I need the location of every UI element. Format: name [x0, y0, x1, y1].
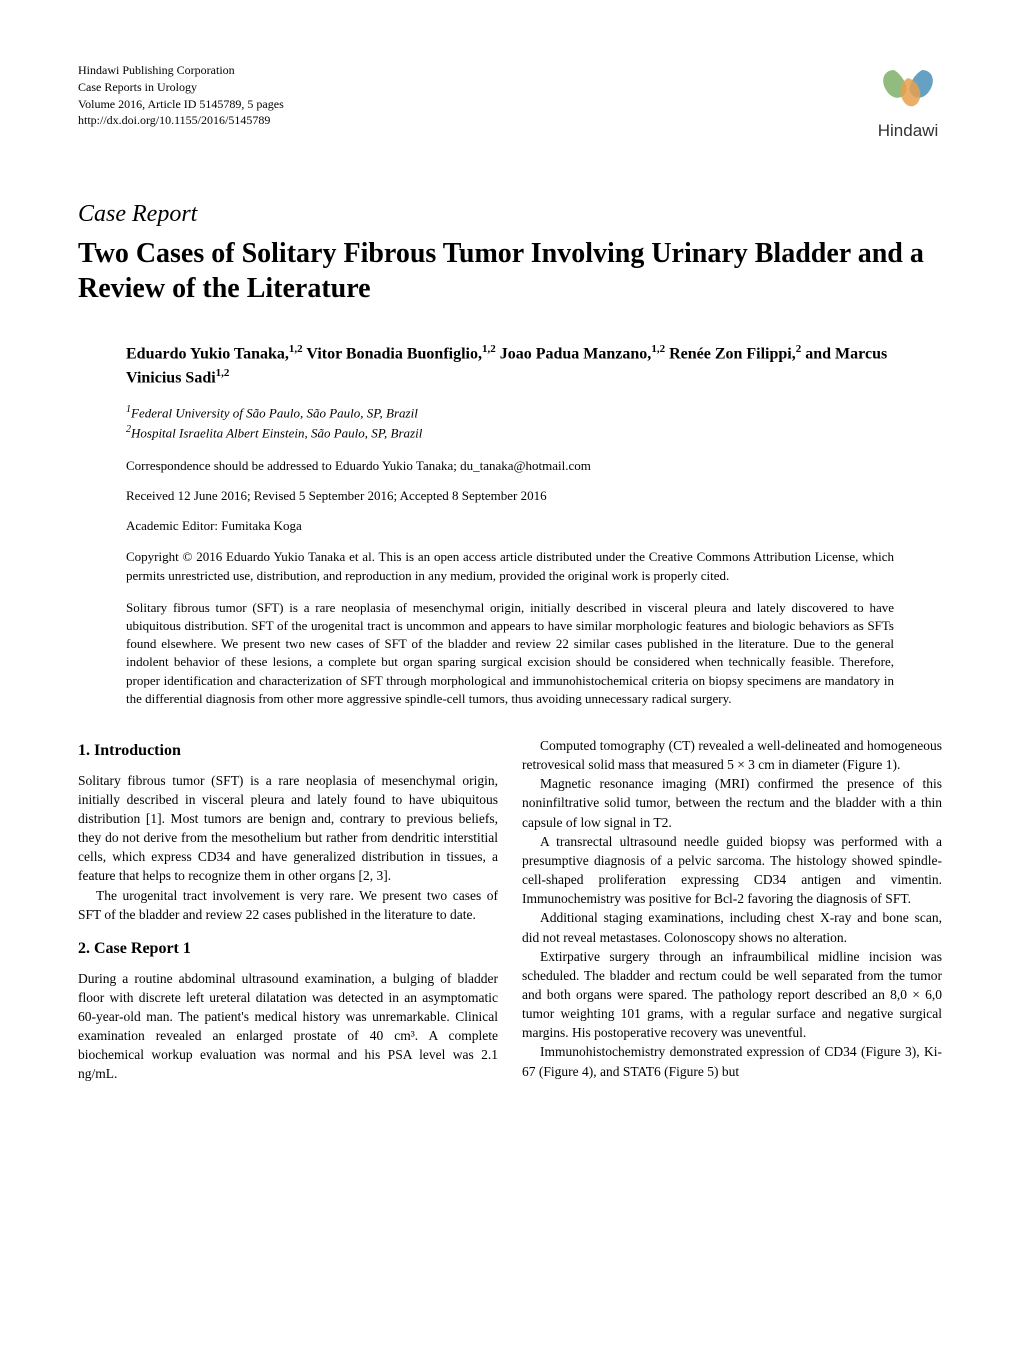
- abstract: Solitary fibrous tumor (SFT) is a rare n…: [126, 599, 894, 708]
- academic-editor: Academic Editor: Fumitaka Koga: [126, 518, 894, 534]
- affiliation-1: 1Federal University of São Paulo, São Pa…: [126, 403, 894, 423]
- content-columns: 1. Introduction Solitary fibrous tumor (…: [78, 736, 942, 1084]
- dates: Received 12 June 2016; Revised 5 Septemb…: [126, 488, 894, 504]
- correspondence: Correspondence should be addressed to Ed…: [126, 458, 894, 474]
- hindawi-logo-icon: [874, 62, 942, 114]
- volume-info: Volume 2016, Article ID 5145789, 5 pages: [78, 96, 284, 113]
- article-title: Two Cases of Solitary Fibrous Tumor Invo…: [78, 236, 942, 306]
- col2-paragraph-4: Additional staging examinations, includi…: [522, 908, 942, 946]
- affiliation-2: 2Hospital Israelita Albert Einstein, São…: [126, 423, 894, 443]
- case-report-1-heading: 2. Case Report 1: [78, 938, 498, 961]
- metadata-block: Eduardo Yukio Tanaka,1,2 Vitor Bonadia B…: [126, 342, 894, 708]
- copyright: Copyright © 2016 Eduardo Yukio Tanaka et…: [126, 548, 894, 584]
- publisher: Hindawi Publishing Corporation: [78, 62, 284, 79]
- logo-text: Hindawi: [874, 121, 942, 141]
- authors: Eduardo Yukio Tanaka,1,2 Vitor Bonadia B…: [126, 342, 894, 389]
- publisher-logo: Hindawi: [874, 62, 942, 141]
- right-column: Computed tomography (CT) revealed a well…: [522, 736, 942, 1084]
- doi-link: http://dx.doi.org/10.1155/2016/5145789: [78, 112, 284, 129]
- journal: Case Reports in Urology: [78, 79, 284, 96]
- left-column: 1. Introduction Solitary fibrous tumor (…: [78, 736, 498, 1084]
- introduction-heading: 1. Introduction: [78, 740, 498, 763]
- affiliations: 1Federal University of São Paulo, São Pa…: [126, 403, 894, 442]
- intro-paragraph-2: The urogenital tract involvement is very…: [78, 886, 498, 924]
- col2-paragraph-3: A transrectal ultrasound needle guided b…: [522, 832, 942, 909]
- col2-paragraph-5: Extirpative surgery through an infraumbi…: [522, 947, 942, 1043]
- intro-paragraph-1: Solitary fibrous tumor (SFT) is a rare n…: [78, 771, 498, 886]
- col2-paragraph-1: Computed tomography (CT) revealed a well…: [522, 736, 942, 774]
- col2-paragraph-2: Magnetic resonance imaging (MRI) confirm…: [522, 774, 942, 831]
- article-type: Case Report: [78, 201, 942, 228]
- case1-paragraph-1: During a routine abdominal ultrasound ex…: [78, 969, 498, 1084]
- header-row: Hindawi Publishing Corporation Case Repo…: [78, 62, 942, 141]
- col2-paragraph-6: Immunohistochemistry demonstrated expres…: [522, 1042, 942, 1080]
- publication-info: Hindawi Publishing Corporation Case Repo…: [78, 62, 284, 129]
